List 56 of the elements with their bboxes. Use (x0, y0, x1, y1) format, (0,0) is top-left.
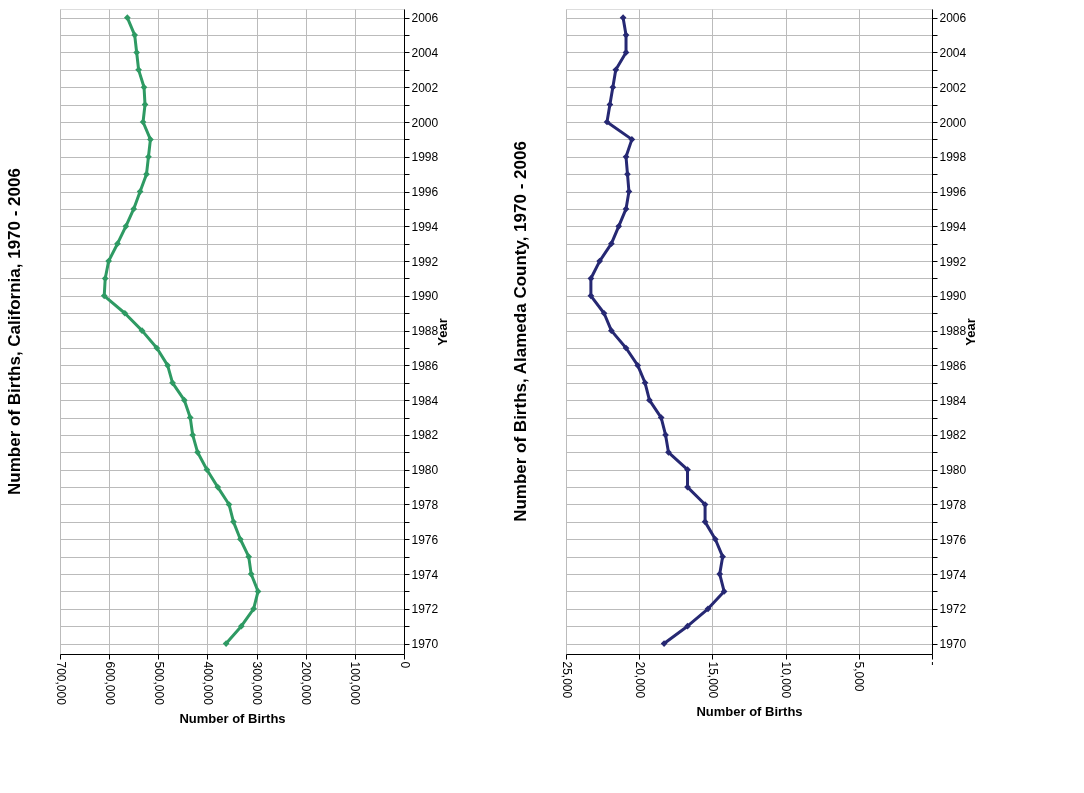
y-tick-label: 1996 (939, 185, 967, 200)
x-tick-label: 5,000 (852, 661, 867, 692)
x-tick-label: 25,000 (559, 661, 574, 699)
y-tick-label: 1990 (939, 289, 967, 304)
y-tick-label: 1970 (939, 637, 967, 652)
y-tick-label: 1980 (939, 463, 967, 478)
y-tick-label: 1994 (939, 219, 967, 234)
y-tick-label: 2006 (411, 11, 439, 26)
y-tick-label: 1998 (939, 150, 967, 165)
text: Number of Births, California, 1970 - 2006 (5, 168, 24, 495)
y-tick-label: 1974 (411, 567, 439, 582)
y-tick-label: 1978 (939, 497, 967, 512)
y-tick-label: 1976 (411, 532, 439, 547)
y-tick-label: 2002 (939, 80, 967, 95)
y-tick-label: 1972 (939, 602, 967, 617)
y-tick-label: 1984 (411, 393, 439, 408)
y-tick-label: 1970 (411, 637, 439, 652)
y-tick-label: 1986 (411, 358, 439, 373)
x-tick-label: 0 (397, 661, 412, 669)
x-axis-title: Number of Births (179, 710, 286, 726)
y-tick-label: 1972 (411, 602, 439, 617)
y-tick-label: 1992 (939, 254, 967, 269)
y-tick-label: 1980 (411, 463, 439, 478)
x-tick-label: - (925, 661, 940, 666)
y-tick-label: 2000 (939, 115, 967, 130)
y-tick-label: 1992 (411, 254, 439, 269)
x-tick-label: 500,000 (151, 661, 166, 706)
y-tick-label: 1978 (411, 497, 439, 512)
y-tick-label: 1976 (939, 532, 967, 547)
x-tick-label: 600,000 (102, 661, 117, 706)
x-axis-title: Number of Births (696, 704, 803, 720)
y-tick-label: 1990 (411, 289, 439, 304)
x-tick-label: 100,000 (348, 661, 363, 706)
y-tick-label: 1974 (939, 567, 967, 582)
x-tick-label: 15,000 (705, 661, 720, 699)
y-tick-label: 1988 (411, 324, 439, 339)
y-tick-label: 2004 (939, 45, 967, 60)
y-tick-label: 1994 (411, 219, 439, 234)
x-tick-label: 10,000 (779, 661, 794, 699)
y-tick-label: 1988 (939, 324, 967, 339)
y-tick-label: 1996 (411, 185, 439, 200)
y-tick-label: 1986 (939, 358, 967, 373)
x-tick-label: 20,000 (632, 661, 647, 699)
text: Number of Births, Alameda County, 1970 - 2006 (511, 141, 530, 522)
y-tick-label: 2002 (411, 80, 439, 95)
y-tick-label: 2004 (411, 45, 439, 60)
y-tick-label: 1998 (411, 150, 439, 165)
x-tick-label: 400,000 (200, 661, 215, 706)
x-tick-label: 200,000 (299, 661, 314, 706)
x-tick-label: 300,000 (250, 661, 265, 706)
x-tick-label: 700,000 (53, 661, 68, 706)
y-tick-label: 1984 (939, 393, 967, 408)
y-tick-label: 2006 (939, 11, 967, 26)
y-tick-label: 1982 (939, 428, 967, 443)
y-tick-label: 2000 (411, 115, 439, 130)
y-tick-label: 1982 (411, 428, 439, 443)
